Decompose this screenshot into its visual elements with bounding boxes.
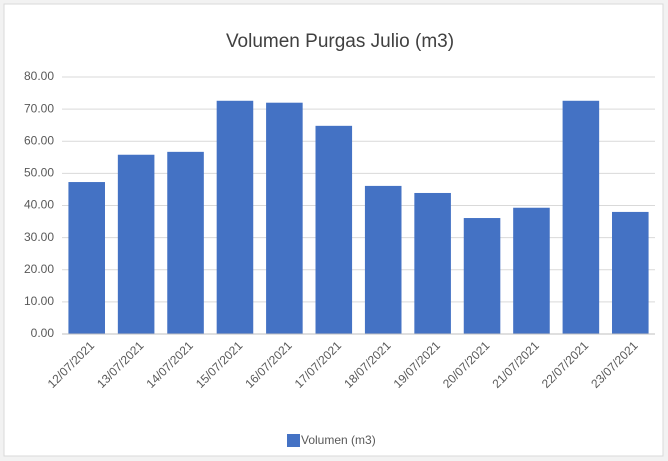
y-tick-label: 80.00 <box>24 69 54 83</box>
bar <box>463 218 501 334</box>
bar <box>68 182 105 334</box>
bar <box>414 192 451 334</box>
bar <box>513 207 550 334</box>
y-tick-label: 20.00 <box>24 262 54 276</box>
legend-swatch <box>287 434 300 447</box>
bar <box>364 185 402 334</box>
bar <box>117 154 155 334</box>
bar <box>612 211 649 334</box>
y-tick-label: 10.00 <box>24 294 54 308</box>
bar <box>167 151 204 334</box>
bar <box>266 102 303 334</box>
y-tick-label: 50.00 <box>24 166 54 180</box>
chart-title: Volumen Purgas Julio (m3) <box>226 31 454 52</box>
bar <box>315 125 353 334</box>
bar <box>562 100 600 335</box>
y-tick-label: 70.00 <box>24 101 54 115</box>
y-tick-label: 40.00 <box>24 198 54 212</box>
y-tick-label: 60.00 <box>24 133 54 147</box>
bar <box>216 100 254 335</box>
legend-label: Volumen (m3) <box>301 433 376 447</box>
y-tick-label: 30.00 <box>24 230 54 244</box>
y-tick-label: 0.00 <box>31 326 55 340</box>
